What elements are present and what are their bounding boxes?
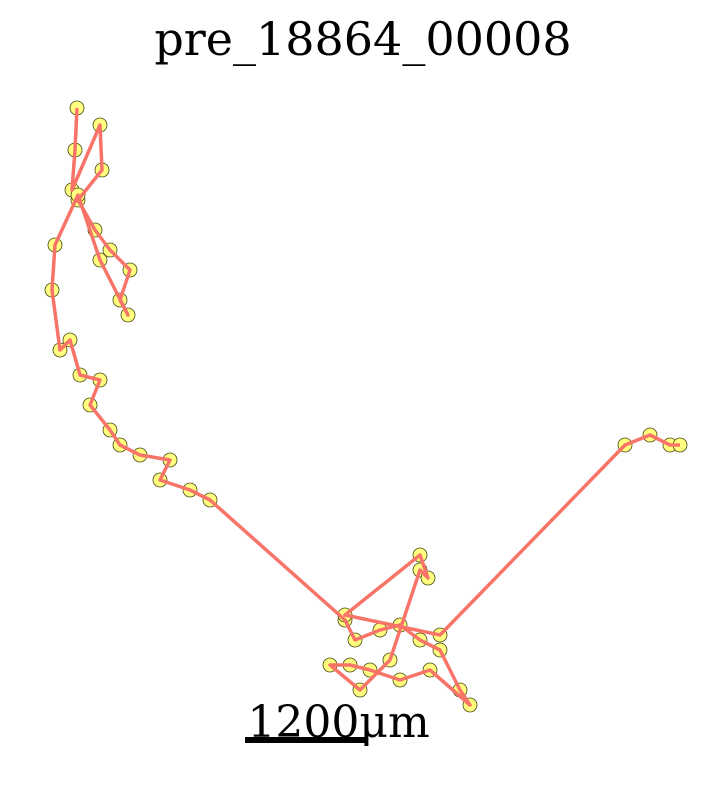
scale-bar-label: 1200μm	[247, 697, 429, 748]
chart-title: pre_18864_00008	[154, 12, 571, 66]
trajectory-line	[50, 107, 680, 707]
